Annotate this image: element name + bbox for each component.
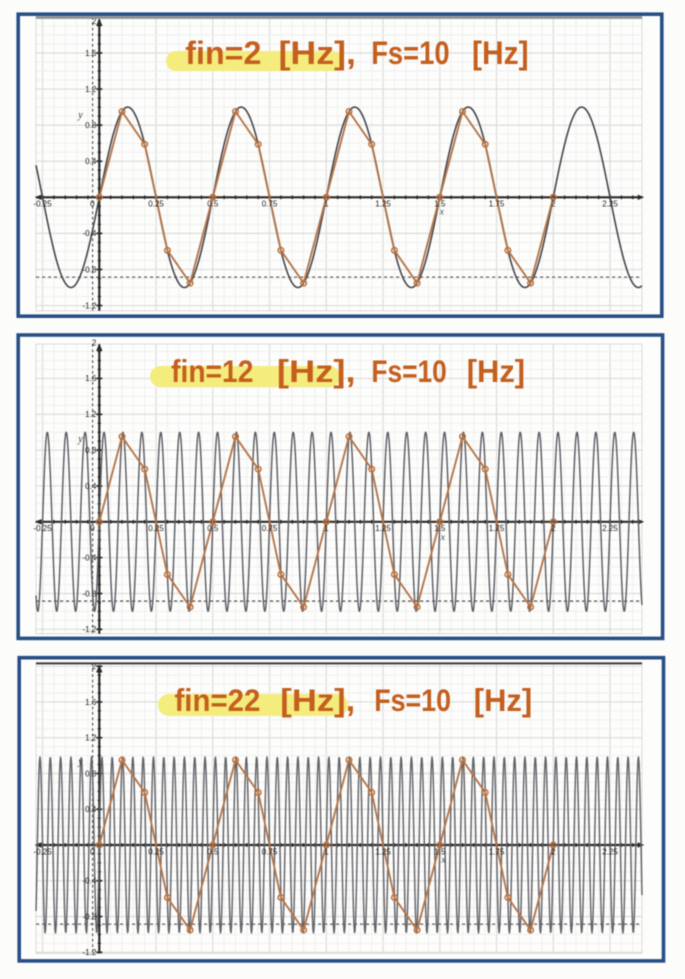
svg-text:-0.4: -0.4	[83, 877, 97, 886]
svg-text:y: y	[77, 434, 83, 445]
svg-text:0.75: 0.75	[262, 847, 278, 856]
svg-text:1.5: 1.5	[434, 847, 446, 856]
svg-text:[Hz]: [Hz]	[467, 353, 525, 389]
svg-text:x: x	[440, 533, 446, 543]
svg-text:0.4: 0.4	[85, 157, 97, 166]
svg-text:[Hz],: [Hz],	[280, 682, 355, 718]
svg-text:1.2: 1.2	[85, 734, 97, 743]
svg-text:0.75: 0.75	[262, 524, 278, 533]
svg-text:0: 0	[90, 200, 95, 209]
svg-text:-0.8: -0.8	[83, 265, 97, 274]
svg-text:2.25: 2.25	[602, 524, 618, 533]
svg-text:1.25: 1.25	[375, 200, 391, 209]
svg-text:y: y	[77, 757, 83, 768]
svg-text:2: 2	[92, 17, 97, 26]
svg-text:2: 2	[551, 200, 556, 209]
svg-text:-1.2: -1.2	[83, 948, 97, 957]
svg-text:fin=12: fin=12	[171, 353, 253, 389]
svg-text:0.75: 0.75	[262, 200, 278, 209]
svg-text:1.6: 1.6	[85, 698, 97, 707]
svg-text:0: 0	[90, 524, 95, 533]
svg-text:1.5: 1.5	[434, 200, 446, 209]
svg-text:0.4: 0.4	[85, 805, 97, 814]
svg-text:1.75: 1.75	[489, 847, 505, 856]
svg-text:0.8: 0.8	[85, 769, 97, 778]
svg-text:0.5: 0.5	[207, 847, 219, 856]
svg-text:y: y	[77, 110, 83, 121]
svg-text:[Hz],: [Hz],	[277, 353, 356, 389]
svg-text:0.25: 0.25	[148, 200, 164, 209]
svg-text:1.5: 1.5	[434, 524, 446, 533]
svg-text:0.25: 0.25	[148, 524, 164, 533]
svg-text:1: 1	[324, 200, 329, 209]
svg-text:2: 2	[92, 338, 97, 347]
svg-text:-0.8: -0.8	[83, 912, 97, 921]
svg-text:1: 1	[324, 524, 329, 533]
svg-text:1.6: 1.6	[85, 49, 97, 58]
svg-text:[Hz]: [Hz]	[472, 35, 529, 71]
svg-text:Fs=10: Fs=10	[371, 353, 446, 389]
svg-text:1.75: 1.75	[489, 524, 505, 533]
svg-text:[Hz]: [Hz]	[474, 682, 532, 718]
svg-text:0: 0	[90, 847, 95, 856]
svg-text:1.25: 1.25	[375, 847, 391, 856]
svg-text:1.75: 1.75	[489, 200, 505, 209]
svg-text:fin=2: fin=2	[185, 35, 261, 71]
svg-text:-0.25: -0.25	[33, 524, 52, 533]
svg-text:-0.8: -0.8	[83, 589, 97, 598]
svg-text:2: 2	[551, 524, 556, 533]
svg-text:1.2: 1.2	[85, 410, 97, 419]
svg-text:2.25: 2.25	[602, 200, 618, 209]
svg-text:0.4: 0.4	[85, 482, 97, 491]
svg-text:Fs=10: Fs=10	[374, 682, 451, 718]
svg-text:x: x	[439, 208, 445, 218]
svg-text:x: x	[440, 856, 446, 866]
svg-text:1.6: 1.6	[85, 374, 97, 383]
svg-text:-1.2: -1.2	[83, 625, 97, 634]
svg-text:0.25: 0.25	[148, 847, 164, 856]
svg-text:[Hz],: [Hz],	[279, 35, 357, 71]
svg-text:-1.2: -1.2	[83, 301, 97, 310]
svg-text:0.5: 0.5	[207, 200, 219, 209]
svg-text:fin=22: fin=22	[175, 682, 261, 718]
svg-text:-0.4: -0.4	[83, 229, 97, 238]
svg-text:1.2: 1.2	[85, 85, 97, 94]
svg-text:-0.4: -0.4	[83, 553, 97, 562]
svg-text:1: 1	[324, 847, 329, 856]
svg-text:2: 2	[92, 662, 97, 671]
svg-text:0.5: 0.5	[207, 524, 219, 533]
svg-text:-0.25: -0.25	[33, 200, 52, 209]
svg-text:2.25: 2.25	[602, 847, 618, 856]
svg-text:0.8: 0.8	[85, 446, 97, 455]
svg-text:1.25: 1.25	[375, 524, 391, 533]
svg-text:-0.25: -0.25	[33, 847, 52, 856]
svg-text:2: 2	[551, 847, 556, 856]
svg-text:Fs=10: Fs=10	[371, 35, 449, 71]
svg-text:0.8: 0.8	[85, 121, 97, 130]
